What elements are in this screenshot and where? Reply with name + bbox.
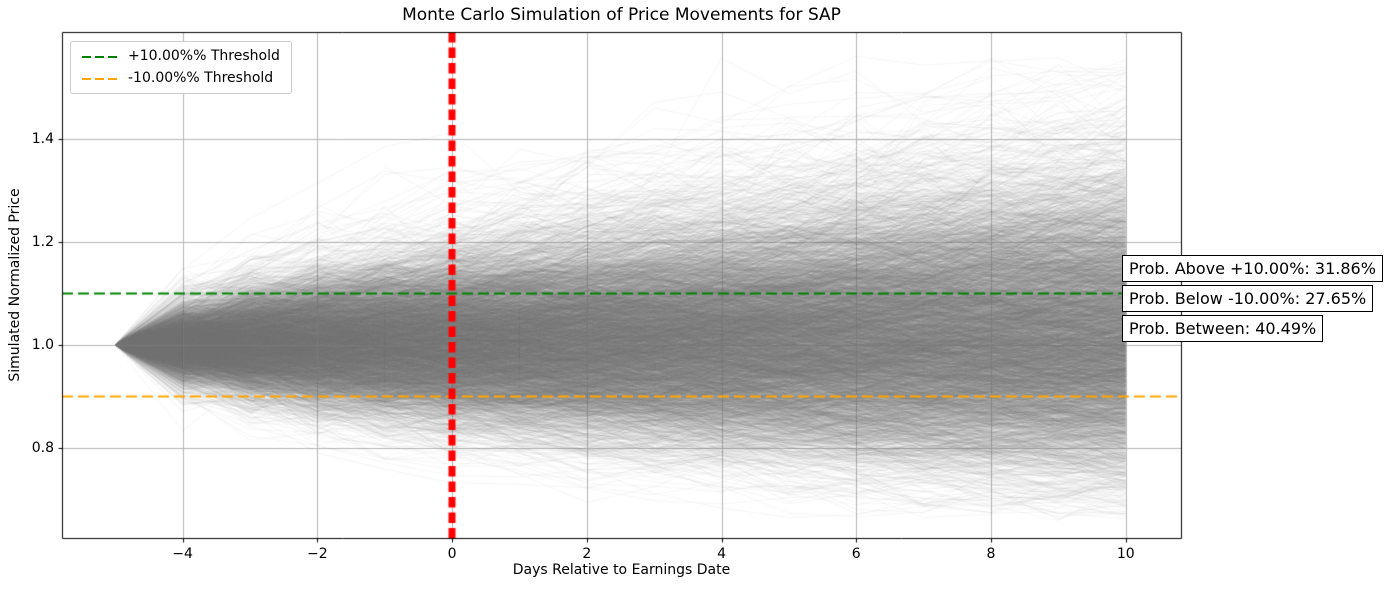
x-tick-label: 6 [851, 546, 861, 562]
x-tick-label: −2 [307, 546, 328, 562]
green-dashed-line-icon [82, 55, 118, 58]
y-tick-label: 1.4 [31, 130, 54, 147]
x-axis-label: Days Relative to Earnings Date [512, 562, 731, 578]
orange-dashed-line-icon [82, 77, 118, 80]
x-tick-label: 8 [986, 546, 996, 562]
x-tick-label: 10 [1116, 546, 1135, 562]
annotation-prob-between: Prob. Between: 40.49% [1122, 315, 1324, 342]
annotation-prob-above: Prob. Above +10.00%: 31.86% [1122, 255, 1383, 282]
legend-entry-upper-threshold: +10.00%% Threshold [82, 49, 280, 64]
x-tick-label: 4 [717, 546, 726, 562]
x-tick-label: −4 [172, 546, 193, 562]
legend: +10.00%% Threshold -10.00%% Threshold [70, 41, 292, 94]
x-tick-label: 0 [447, 546, 457, 562]
y-axis-label: Simulated Normalized Price [7, 188, 23, 382]
annotation-prob-below: Prob. Below -10.00%: 27.65% [1122, 285, 1374, 312]
x-tick-label: 2 [582, 546, 592, 562]
legend-label-lower-threshold: -10.00%% Threshold [128, 70, 274, 86]
legend-label-upper-threshold: +10.00%% Threshold [128, 48, 280, 64]
y-tick-label: 1.2 [31, 233, 54, 250]
legend-entry-lower-threshold: -10.00%% Threshold [82, 71, 280, 86]
y-tick-label: 0.8 [31, 439, 54, 456]
y-tick-label: 1.0 [31, 336, 54, 353]
chart-title: Monte Carlo Simulation of Price Movement… [402, 5, 841, 25]
